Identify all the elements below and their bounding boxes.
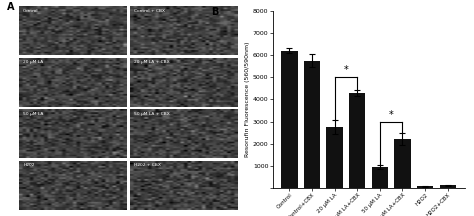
Text: 20 μM LA + CBX: 20 μM LA + CBX <box>134 60 170 64</box>
Text: B: B <box>211 7 219 17</box>
Text: H202 + CBX: H202 + CBX <box>134 163 161 167</box>
Bar <box>439 185 456 188</box>
Y-axis label: Resorufin Fluorescence (560/590nm): Resorufin Fluorescence (560/590nm) <box>245 42 250 157</box>
Text: Control: Control <box>23 9 39 13</box>
Bar <box>327 127 343 188</box>
Text: 20 μM LA: 20 μM LA <box>23 60 44 64</box>
Bar <box>304 61 320 188</box>
Text: *: * <box>389 110 393 120</box>
Bar <box>417 186 433 188</box>
Text: 50 μM LA + CBX: 50 μM LA + CBX <box>134 112 170 116</box>
Bar <box>372 167 388 188</box>
Text: 50 μM LA: 50 μM LA <box>23 112 44 116</box>
Text: Control + CBX: Control + CBX <box>134 9 165 13</box>
Bar <box>394 139 410 188</box>
Bar <box>349 93 365 188</box>
Text: *: * <box>344 65 348 75</box>
Bar <box>281 51 298 188</box>
Text: A: A <box>7 2 15 12</box>
Text: H202: H202 <box>23 163 35 167</box>
